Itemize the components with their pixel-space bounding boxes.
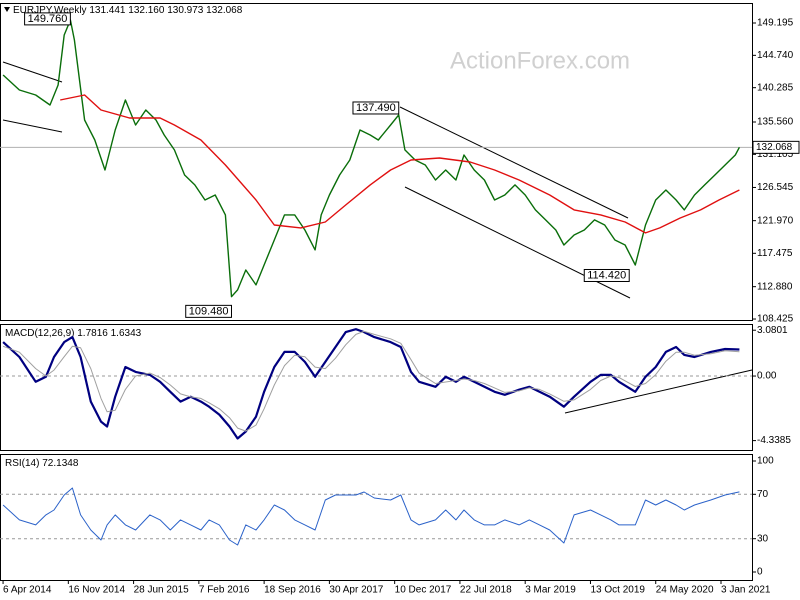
price-panel bbox=[0, 3, 753, 321]
y-tick-label: 112.880 bbox=[757, 281, 793, 292]
trend-line bbox=[2, 119, 63, 133]
y-tick-label: 0.00 bbox=[757, 371, 777, 382]
y-tick-label: 108.425 bbox=[757, 314, 794, 325]
indicator-value: 1.7816 bbox=[77, 328, 108, 339]
annotation-label: 137.490 bbox=[356, 102, 396, 114]
x-tick-label: 24 May 2020 bbox=[656, 585, 714, 596]
annotation-box bbox=[24, 12, 71, 26]
annotation-box bbox=[185, 304, 232, 318]
macd-title: MACD(12,26,9) 1.7816 1.6343 bbox=[5, 328, 142, 339]
watermark: ActionForex.com bbox=[450, 47, 630, 74]
x-tick-label: 3 Jan 2021 bbox=[721, 585, 771, 596]
series-line bbox=[2, 487, 740, 546]
y-tick-label: 100 bbox=[757, 456, 774, 467]
series-line bbox=[2, 19, 741, 298]
x-tick-label: 18 Sep 2016 bbox=[264, 585, 321, 596]
trend-line bbox=[399, 106, 629, 219]
x-tick-label: 28 Jun 2015 bbox=[134, 585, 189, 596]
y-tick-label: 3.0801 bbox=[757, 325, 788, 336]
price-title: EURJPY,Weekly 131.441 132.160 130.973 13… bbox=[13, 5, 243, 16]
y-tick-label: 131.105 bbox=[757, 149, 794, 160]
high: 132.160 bbox=[128, 5, 165, 16]
series-line bbox=[2, 330, 740, 432]
y-tick-label: 121.970 bbox=[757, 215, 794, 226]
y-tick-label: -4.3385 bbox=[757, 435, 791, 446]
indicator-value: 72.1348 bbox=[42, 458, 79, 469]
indicator-value: 1.6343 bbox=[111, 328, 142, 339]
macd-panel bbox=[0, 324, 753, 451]
x-tick-label: 6 Apr 2014 bbox=[3, 585, 52, 596]
open: 131.441 bbox=[89, 5, 126, 16]
y-tick-label: 140.285 bbox=[757, 82, 794, 93]
symbol: EURJPY,Weekly bbox=[13, 5, 87, 16]
x-tick-label: 7 Feb 2016 bbox=[199, 585, 250, 596]
y-tick-label: 149.195 bbox=[757, 18, 794, 29]
trend-line bbox=[564, 369, 753, 414]
indicator-name: RSI(14) bbox=[5, 458, 39, 469]
annotation-box bbox=[352, 101, 400, 115]
x-tick-label: 13 Oct 2019 bbox=[590, 585, 645, 596]
rsi-title: RSI(14) 72.1348 bbox=[5, 458, 79, 469]
rsi-panel bbox=[0, 454, 753, 581]
current-price-box bbox=[752, 140, 800, 154]
annotation-label: 114.420 bbox=[587, 269, 626, 281]
indicator-name: MACD(12,26,9) bbox=[5, 328, 74, 339]
y-tick-label: 144.740 bbox=[757, 50, 794, 61]
y-tick-label: 135.560 bbox=[757, 117, 794, 128]
series-line bbox=[60, 94, 740, 234]
symbol-icon bbox=[4, 7, 10, 12]
x-tick-label: 22 Jul 2018 bbox=[460, 585, 512, 596]
annotation-box bbox=[583, 268, 630, 282]
low: 130.973 bbox=[167, 5, 204, 16]
y-tick-label: 0 bbox=[757, 567, 763, 578]
x-tick-label: 10 Dec 2017 bbox=[395, 585, 452, 596]
close: 132.068 bbox=[206, 5, 243, 16]
annotation-label: 149.760 bbox=[28, 13, 68, 25]
x-tick-label: 30 Apr 2017 bbox=[329, 585, 383, 596]
y-tick-label: 117.475 bbox=[757, 248, 793, 259]
x-tick-label: 16 Nov 2014 bbox=[68, 585, 125, 596]
y-tick-label: 30 bbox=[757, 533, 769, 544]
trend-line bbox=[2, 61, 63, 83]
y-tick-label: 126.545 bbox=[757, 182, 794, 193]
x-tick-label: 3 Mar 2019 bbox=[525, 585, 576, 596]
annotation-label: 109.480 bbox=[189, 305, 229, 317]
current-price-label: 132.068 bbox=[756, 142, 793, 153]
y-tick-label: 70 bbox=[757, 489, 769, 500]
series-line bbox=[2, 328, 740, 440]
